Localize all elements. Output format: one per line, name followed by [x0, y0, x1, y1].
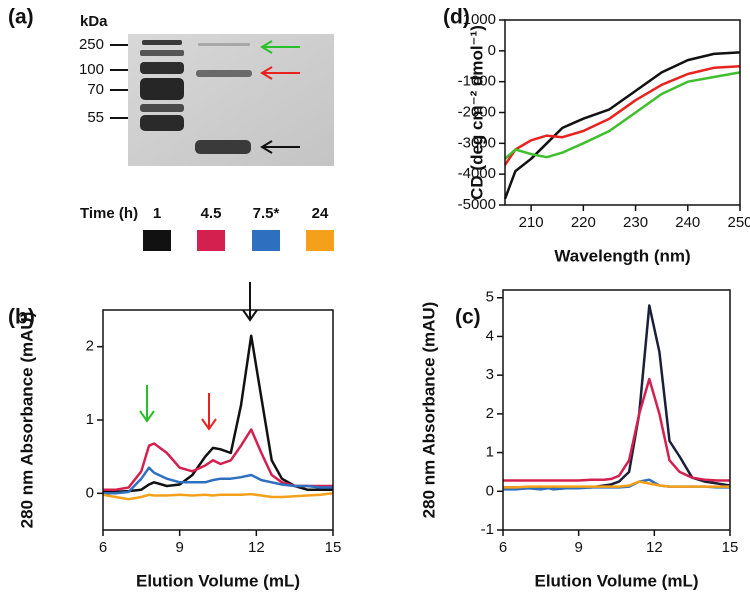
y-tick-label: 5: [486, 289, 494, 306]
legend-label: 1: [153, 205, 161, 222]
x-axis-title: Wavelength (nm): [554, 246, 690, 265]
data-line: [503, 51, 741, 200]
legend-swatch: [197, 230, 225, 251]
panel-label: (c): [455, 306, 481, 329]
x-tick-label: 220: [571, 214, 596, 231]
data-line: [503, 65, 741, 166]
legend-swatch: [252, 230, 280, 251]
x-tick-label: 15: [325, 539, 342, 556]
y-tick-label: 1: [486, 444, 494, 461]
y-tick-label: 4: [486, 327, 494, 344]
y-tick-label: -2000: [458, 103, 496, 120]
y-tick-label: 2: [86, 338, 94, 355]
legend-label: 4.5: [201, 205, 222, 222]
panel-label: (d): [443, 6, 470, 29]
data-line: [103, 466, 333, 495]
panel-label: (a): [8, 6, 34, 29]
data-line: [503, 377, 730, 482]
data-line: [503, 480, 730, 489]
y-tick-label: 2: [486, 405, 494, 422]
x-tick-label: 12: [248, 539, 265, 556]
data-line: [102, 492, 334, 501]
y-tick-label: -1: [481, 521, 494, 538]
x-axis-title: Elution Volume (mL): [534, 571, 698, 590]
y-axis-title: 280 nm Absorbance (mAU): [17, 312, 36, 529]
x-tick-label: 230: [623, 214, 648, 231]
y-tick-label: 0: [86, 484, 94, 501]
y-tick-label: 0: [488, 42, 496, 59]
y-tick-label: 0: [486, 482, 494, 499]
marker-label: 250: [79, 36, 104, 53]
y-tick-label: -3000: [458, 134, 496, 151]
panel-label: (b): [8, 306, 35, 329]
y-axis-title: CD (deg cm⁻² dmol⁻¹): [467, 25, 486, 200]
x-tick-label: 9: [175, 539, 183, 556]
marker-label: 70: [87, 81, 104, 98]
y-tick-label: 1000: [463, 11, 496, 28]
data-line: [103, 334, 333, 494]
annotation-arrow: [260, 40, 300, 154]
x-axis-title: Elution Volume (mL): [136, 571, 300, 590]
x-tick-label: 250: [727, 214, 750, 231]
marker-label: 55: [87, 109, 104, 126]
x-tick-label: 210: [519, 214, 544, 231]
x-tick-label: 9: [574, 539, 582, 556]
gel-unit: kDa: [80, 13, 108, 30]
legend-label: 7.5*: [253, 205, 280, 222]
x-tick-label: 6: [99, 539, 107, 556]
legend-label: 24: [312, 205, 329, 222]
y-tick-label: -5000: [458, 196, 496, 213]
data-line: [103, 428, 333, 491]
y-tick-label: -1000: [458, 73, 496, 90]
plot-frame: [502, 289, 731, 531]
y-tick-label: 1: [86, 411, 94, 428]
y-tick-label: -4000: [458, 165, 496, 182]
x-tick-label: 240: [675, 214, 700, 231]
legend-title: Time (h): [80, 205, 138, 222]
x-tick-label: 12: [646, 539, 663, 556]
y-axis-title: 280 nm Absorbance (mAU): [419, 302, 438, 519]
x-tick-label: 6: [499, 539, 507, 556]
plot-frame: [504, 19, 741, 206]
marker-label: 100: [79, 61, 104, 78]
x-tick-label: 15: [722, 539, 739, 556]
gel-image: [128, 34, 334, 166]
data-line: [503, 304, 731, 489]
annotation-arrow: [139, 282, 258, 431]
data-line: [504, 71, 741, 160]
legend: 1 4.5 7.5* 24: [143, 205, 334, 251]
legend-swatch: [143, 230, 171, 251]
y-tick-label: 3: [486, 366, 494, 383]
legend-swatch: [306, 230, 334, 251]
